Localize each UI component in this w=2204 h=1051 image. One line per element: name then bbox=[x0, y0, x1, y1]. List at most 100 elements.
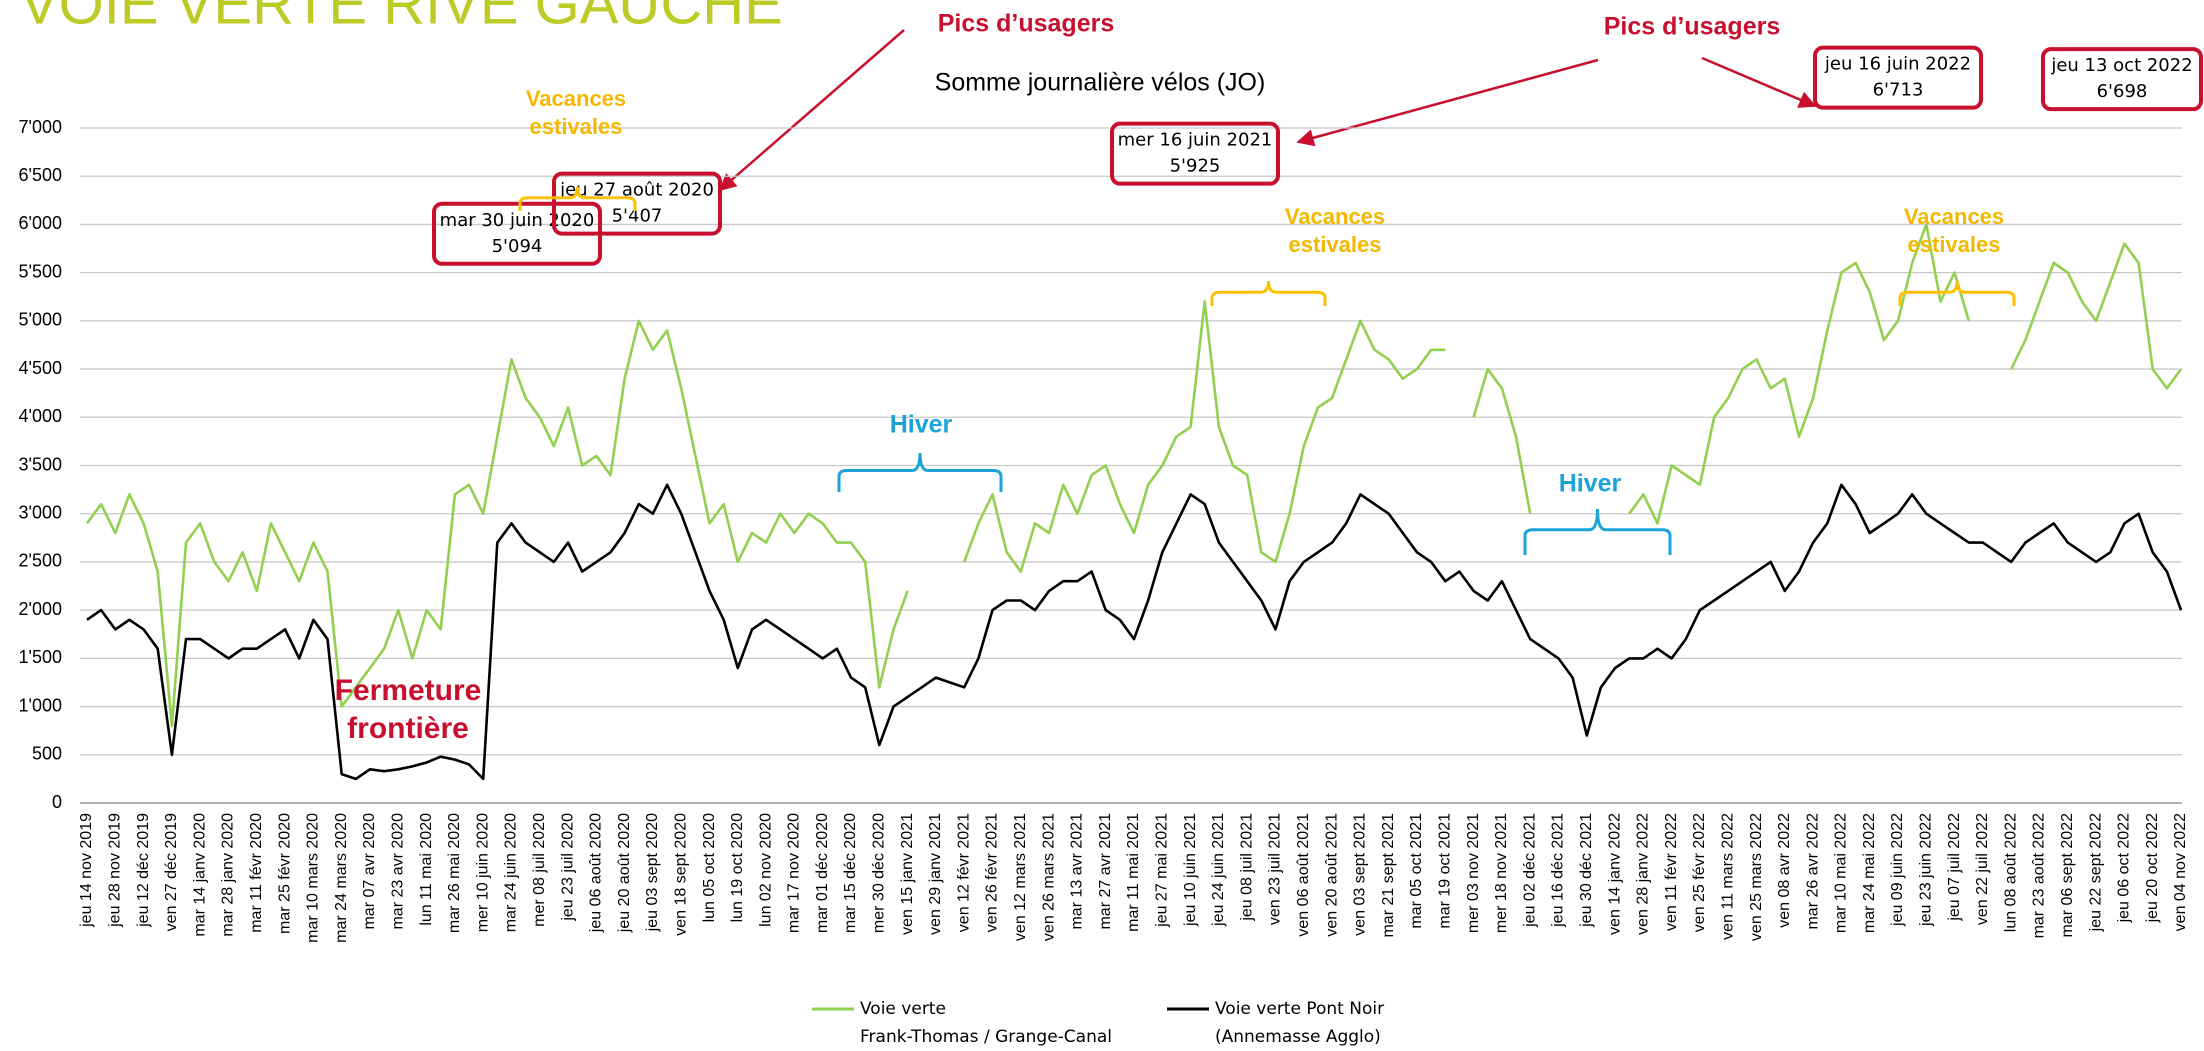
note-text: frontière bbox=[347, 712, 469, 745]
x-tick-label: jeu 20 oct 2022 bbox=[2144, 813, 2161, 924]
y-tick-label: 6'500 bbox=[19, 165, 62, 185]
series-line bbox=[85, 223, 2183, 728]
note-text: Vacances bbox=[1285, 204, 1385, 229]
note-text: estivales bbox=[1289, 232, 1382, 257]
x-tick-label: mar 05 oct 2021 bbox=[1408, 813, 1425, 929]
x-tick-label: mar 06 sept 2022 bbox=[2059, 813, 2076, 938]
brace bbox=[518, 186, 637, 211]
x-tick-label: ven 08 avr 2022 bbox=[1776, 813, 1793, 928]
x-tick-label: jeu 06 août 2020 bbox=[588, 813, 605, 933]
y-tick-label: 1'500 bbox=[19, 647, 62, 667]
x-tick-label: jeu 24 juin 2021 bbox=[1210, 813, 1227, 927]
x-tick-label: lun 05 oct 2020 bbox=[701, 813, 718, 923]
x-tick-label: mar 26 mai 2020 bbox=[446, 813, 463, 933]
brace bbox=[1898, 280, 2016, 306]
x-tick-label: mar 26 avr 2022 bbox=[1804, 813, 1821, 930]
note-text: estivales bbox=[530, 114, 623, 139]
x-tick-label: mer 10 juin 2020 bbox=[474, 813, 491, 932]
x-tick-label: jeu 07 juil 2022 bbox=[1946, 813, 1963, 922]
x-tick-label: ven 20 août 2021 bbox=[1323, 813, 1340, 937]
x-tick-label: mar 13 avr 2021 bbox=[1069, 813, 1086, 930]
x-tick-label: mar 24 mars 2020 bbox=[333, 813, 350, 943]
y-tick-label: 3'000 bbox=[19, 502, 62, 522]
y-tick-label: 7'000 bbox=[19, 117, 62, 137]
note-text: Vacances bbox=[1904, 204, 2004, 229]
y-tick-label: 5'500 bbox=[19, 261, 62, 281]
x-tick-label: ven 14 janv 2022 bbox=[1606, 813, 1623, 935]
callout-value: 5'407 bbox=[612, 206, 663, 227]
x-tick-label: mar 11 mai 2021 bbox=[1125, 813, 1142, 932]
brace bbox=[1523, 508, 1672, 555]
callout-date: jeu 13 oct 2022 bbox=[2050, 55, 2192, 76]
x-tick-label: jeu 16 déc 2021 bbox=[1550, 813, 1567, 928]
callout-box bbox=[1813, 45, 1983, 110]
x-tick-label: lun 08 août 2022 bbox=[2002, 813, 2019, 932]
callout-value: 6'698 bbox=[2097, 81, 2148, 102]
legend-label: (Annemasse Agglo) bbox=[1215, 1027, 1381, 1047]
callout-box bbox=[552, 171, 722, 236]
x-tick-label: mar 25 févr 2020 bbox=[276, 813, 293, 934]
callout-value: 6'713 bbox=[1873, 80, 1924, 101]
x-tick-label: lun 11 mai 2020 bbox=[418, 813, 435, 926]
y-tick-label: 500 bbox=[32, 744, 62, 764]
chart-title: Somme journalière vélos (JO) bbox=[935, 69, 1266, 97]
x-tick-label: lun 19 oct 2020 bbox=[729, 813, 746, 923]
x-tick-label: jeu 14 nov 2019 bbox=[78, 813, 95, 928]
callout: mer 16 juin 2021 5'925 bbox=[1110, 121, 1280, 186]
x-tick-label: mar 23 août 2022 bbox=[2031, 813, 2048, 939]
brace bbox=[837, 452, 1003, 492]
x-tick-label: jeu 06 oct 2022 bbox=[2116, 813, 2133, 924]
y-tick-label: 5'000 bbox=[19, 310, 62, 330]
callout: jeu 16 juin 2022 6'713 bbox=[1813, 45, 1983, 110]
x-tick-label: mar 10 mars 2020 bbox=[305, 813, 322, 943]
callout-date: jeu 16 juin 2022 bbox=[1824, 54, 1971, 75]
x-tick-label: jeu 23 juil 2020 bbox=[559, 813, 576, 922]
x-tick-label: jeu 27 mai 2021 bbox=[1154, 813, 1171, 928]
x-tick-label: ven 27 déc 2019 bbox=[163, 813, 180, 931]
x-tick-label: ven 28 janv 2022 bbox=[1635, 813, 1652, 935]
x-tick-label: jeu 20 août 2020 bbox=[616, 813, 633, 933]
callout-box bbox=[2041, 47, 2203, 112]
x-tick-label: jeu 30 déc 2021 bbox=[1578, 813, 1595, 928]
y-tick-label: 0 bbox=[52, 792, 62, 812]
x-tick-label: mar 28 janv 2020 bbox=[220, 813, 237, 937]
legend-label: Voie verte bbox=[860, 999, 946, 1019]
x-tick-label: mar 19 oct 2021 bbox=[1436, 813, 1453, 929]
page-title: VOIE VERTE RIVE GAUCHE bbox=[20, 0, 783, 36]
x-tick-label: ven 29 janv 2021 bbox=[927, 813, 944, 935]
x-tick-label: jeu 08 juil 2021 bbox=[1238, 813, 1255, 922]
callout-date: mar 30 juin 2020 bbox=[440, 210, 595, 231]
x-tick-label: jeu 10 juin 2021 bbox=[1182, 813, 1199, 927]
x-tick-label: lun 02 nov 2020 bbox=[757, 813, 774, 927]
x-tick-label: ven 03 sept 2021 bbox=[1352, 813, 1369, 936]
x-tick-label: mar 27 avr 2021 bbox=[1097, 813, 1114, 930]
x-tick-label: mar 11 févr 2020 bbox=[248, 813, 265, 933]
x-tick-label: ven 15 janv 2021 bbox=[899, 813, 916, 935]
x-tick-label: jeu 03 sept 2020 bbox=[644, 813, 661, 932]
y-tick-label: 2'500 bbox=[19, 551, 62, 571]
x-tick-label: mer 03 nov 2021 bbox=[1465, 813, 1482, 933]
note-text: Hiver bbox=[1559, 470, 1622, 498]
y-tick-label: 3'500 bbox=[19, 454, 62, 474]
x-tick-label: mar 10 mai 2022 bbox=[1833, 813, 1850, 933]
note-text: Vacances bbox=[526, 86, 626, 111]
arrow bbox=[718, 29, 905, 192]
x-tick-label: jeu 02 déc 2021 bbox=[1521, 813, 1538, 928]
x-tick-label: jeu 28 nov 2019 bbox=[107, 813, 124, 928]
x-tick-label: mar 23 avr 2020 bbox=[389, 813, 406, 930]
x-tick-label: jeu 22 sept 2022 bbox=[2087, 813, 2104, 932]
x-tick-label: ven 11 févr 2022 bbox=[1663, 813, 1680, 931]
callout-value: 5'925 bbox=[1170, 156, 1221, 177]
callout-date: mer 16 juin 2021 bbox=[1118, 130, 1273, 151]
x-tick-label: mar 24 mai 2022 bbox=[1861, 813, 1878, 933]
series-line bbox=[86, 483, 2183, 781]
peak-heading: Pics d’usagers bbox=[1604, 13, 1780, 41]
x-tick-label: mar 15 déc 2020 bbox=[842, 813, 859, 933]
x-tick-label: ven 23 juil 2021 bbox=[1267, 813, 1284, 925]
x-tick-label: mer 30 déc 2020 bbox=[871, 813, 888, 933]
arrow bbox=[1296, 58, 1599, 147]
note-text: Hiver bbox=[890, 411, 953, 439]
x-tick-label: mer 08 juil 2020 bbox=[531, 813, 548, 927]
callout: jeu 27 août 2020 5'407 bbox=[552, 171, 722, 236]
